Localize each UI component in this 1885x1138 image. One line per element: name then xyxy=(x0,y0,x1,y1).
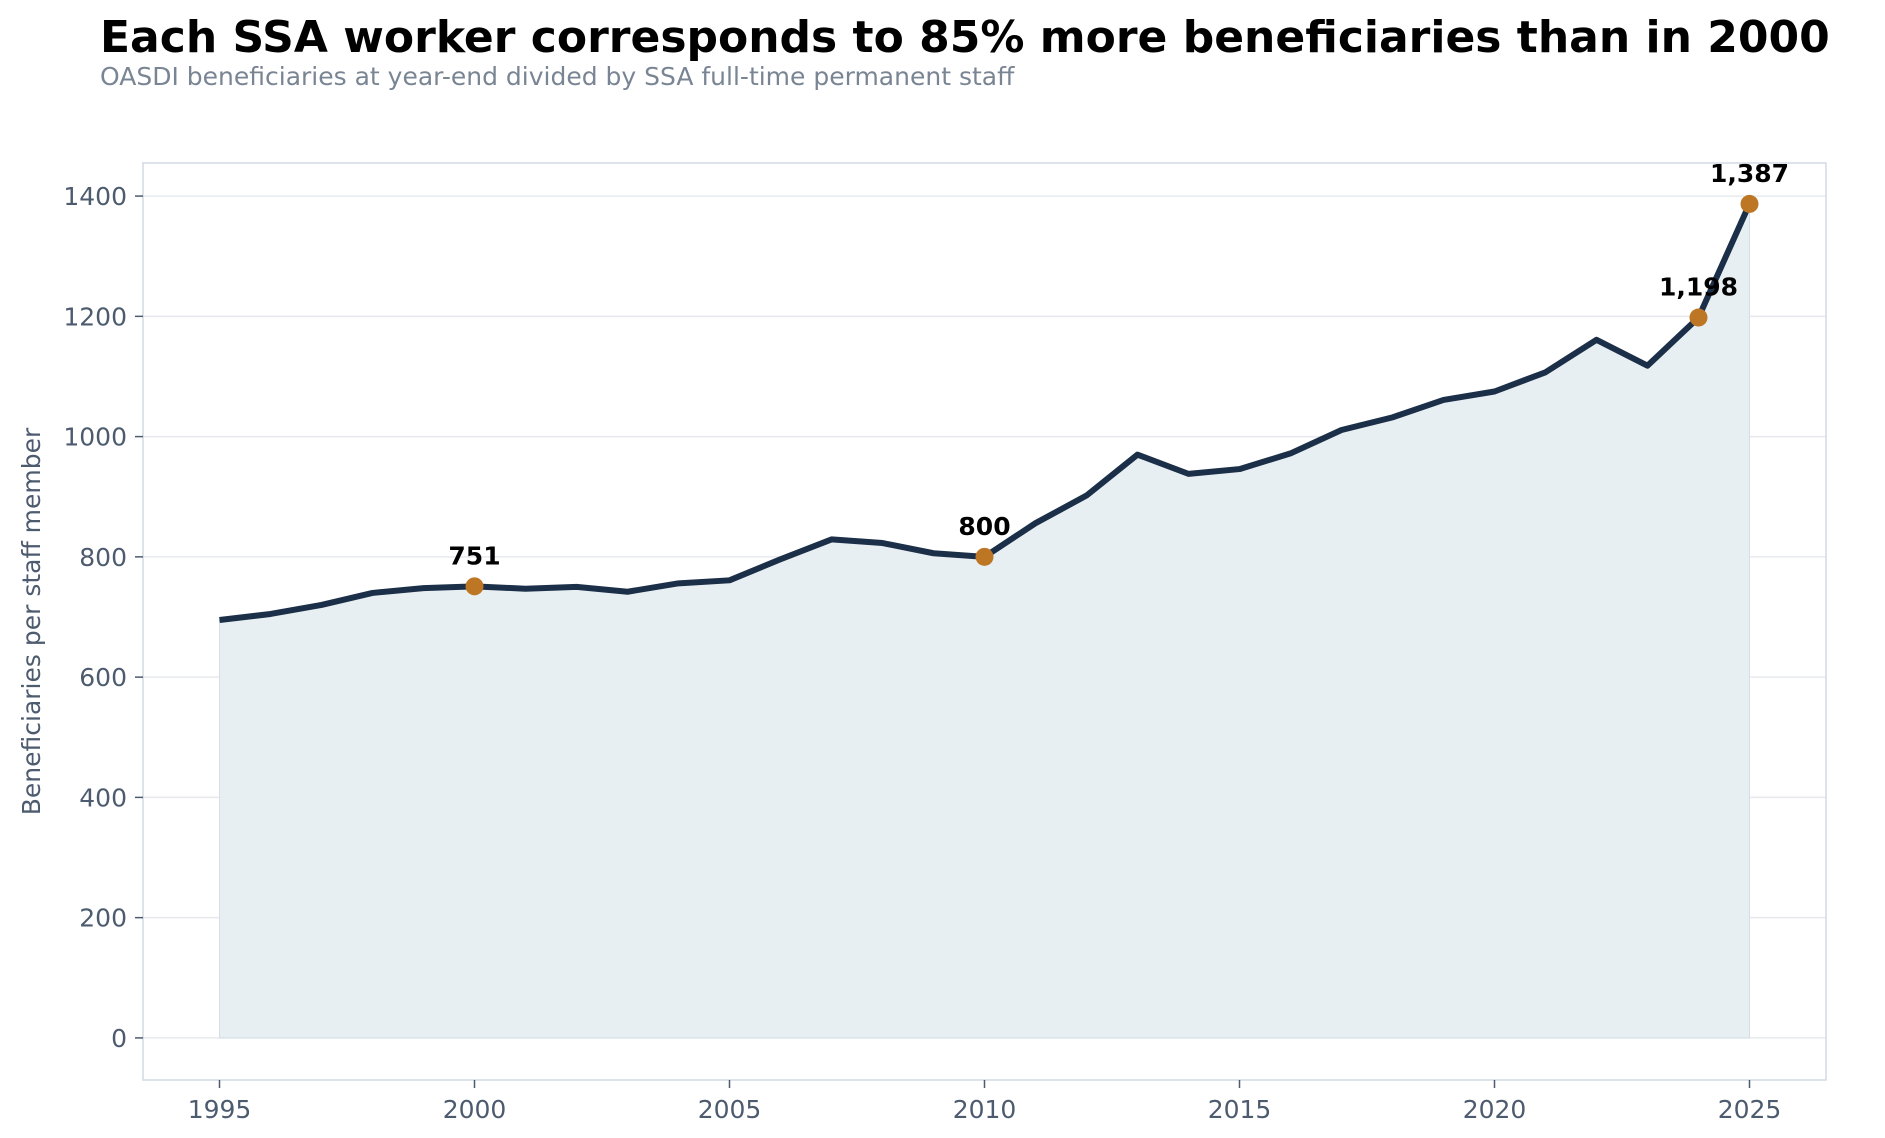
x-tick-label-2025: 2025 xyxy=(1718,1095,1782,1124)
highlight-marker-2025 xyxy=(1740,194,1759,213)
data-label-2024: 1,198 xyxy=(1659,273,1738,302)
highlight-markers xyxy=(465,194,1759,596)
highlight-marker-2010 xyxy=(975,547,994,566)
y-tick-label-1400: 1400 xyxy=(63,182,127,211)
chart-title: Each SSA worker corresponds to 85% more … xyxy=(100,12,1830,63)
y-tick-label-1000: 1000 xyxy=(63,423,127,452)
y-tick-label-600: 600 xyxy=(79,663,127,692)
data-label-2000: 751 xyxy=(448,541,500,570)
x-tick-label-2005: 2005 xyxy=(698,1095,762,1124)
x-axis-ticks: 1995 2000 2005 2010 2015 2020 2025 xyxy=(188,1080,1782,1124)
y-tick-label-800: 800 xyxy=(79,543,127,572)
x-tick-label-2000: 2000 xyxy=(443,1095,507,1124)
chart-subtitle: OASDI beneficiaries at year-end divided … xyxy=(100,62,1015,91)
y-axis-title: Beneficiaries per staff member xyxy=(17,427,46,815)
x-tick-label-2010: 2010 xyxy=(953,1095,1017,1124)
area-fill xyxy=(219,203,1750,1039)
y-tick-label-1200: 1200 xyxy=(63,302,127,331)
x-tick-label-1995: 1995 xyxy=(188,1095,252,1124)
x-tick-label-2015: 2015 xyxy=(1208,1095,1272,1124)
y-tick-label-400: 400 xyxy=(79,783,127,812)
y-tick-label-0: 0 xyxy=(111,1024,127,1053)
data-label-2010: 800 xyxy=(958,512,1010,541)
highlight-marker-2024 xyxy=(1689,308,1708,327)
x-tick-label-2020: 2020 xyxy=(1463,1095,1527,1124)
highlight-marker-2000 xyxy=(465,577,484,596)
y-tick-label-200: 200 xyxy=(79,904,127,933)
y-axis-ticks: 0 200 400 600 800 1000 1200 1400 xyxy=(63,182,143,1053)
